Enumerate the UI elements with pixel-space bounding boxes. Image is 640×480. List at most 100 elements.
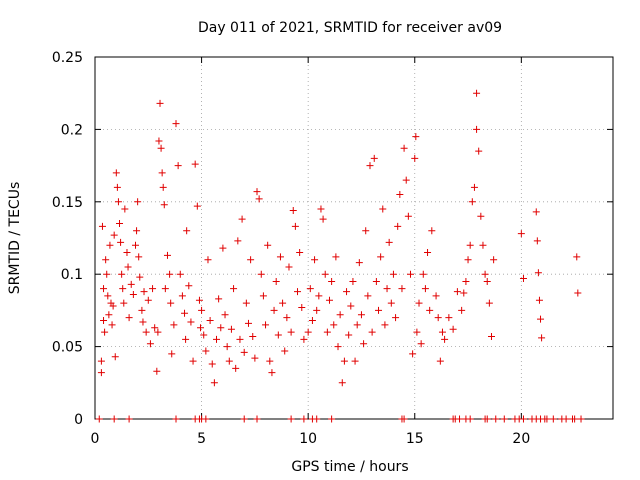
- data-point: [291, 222, 299, 230]
- data-point: [139, 318, 147, 326]
- data-point: [119, 285, 127, 293]
- data-point: [100, 285, 108, 293]
- data-point: [102, 256, 110, 264]
- data-point: [413, 328, 421, 336]
- data-point: [242, 299, 250, 307]
- data-points: [95, 89, 585, 423]
- data-point: [225, 357, 233, 365]
- data-point: [389, 270, 397, 278]
- data-point: [172, 120, 180, 128]
- data-point: [198, 306, 206, 314]
- data-point: [158, 169, 166, 177]
- data-point: [238, 215, 246, 223]
- data-point: [287, 415, 295, 423]
- y-tick-label: 0.05: [52, 340, 83, 356]
- data-point: [534, 269, 542, 277]
- data-point: [400, 144, 408, 152]
- data-point: [464, 256, 472, 264]
- data-point: [487, 332, 495, 340]
- data-point: [351, 357, 359, 365]
- data-point: [117, 238, 125, 246]
- data-point: [98, 222, 106, 230]
- data-point: [400, 415, 408, 423]
- y-axis-label: SRMTID / TECUs: [7, 182, 23, 295]
- data-point: [202, 415, 210, 423]
- data-point: [332, 253, 340, 261]
- data-point: [112, 169, 120, 177]
- data-point: [372, 277, 380, 285]
- data-point: [473, 89, 481, 97]
- data-point: [492, 415, 500, 423]
- y-tick-label: 0: [74, 412, 83, 428]
- data-point: [274, 331, 282, 339]
- data-point: [262, 321, 270, 329]
- data-point: [357, 311, 365, 319]
- data-point: [110, 231, 118, 239]
- data-point: [223, 343, 231, 351]
- data-point: [460, 289, 468, 297]
- data-point: [419, 270, 427, 278]
- data-point: [453, 288, 461, 296]
- data-point: [167, 299, 175, 307]
- x-axis-label: GPS time / hours: [291, 459, 408, 475]
- data-point: [279, 299, 287, 307]
- data-point: [185, 282, 193, 290]
- data-point: [412, 133, 420, 141]
- data-point: [253, 188, 261, 196]
- data-point: [168, 350, 176, 358]
- data-point: [475, 147, 483, 155]
- data-point: [132, 241, 140, 249]
- data-point: [234, 237, 242, 245]
- data-point: [138, 306, 146, 314]
- data-point: [481, 270, 489, 278]
- data-point: [402, 176, 410, 184]
- x-tick-label: 5: [197, 431, 206, 447]
- data-point: [97, 369, 105, 377]
- data-point: [113, 183, 121, 191]
- data-point: [317, 205, 325, 213]
- data-point: [370, 154, 378, 162]
- data-point: [259, 292, 267, 300]
- data-point: [125, 314, 133, 322]
- data-point: [187, 318, 195, 326]
- data-point: [140, 288, 148, 296]
- data-point: [340, 357, 348, 365]
- data-point: [424, 248, 432, 256]
- data-point: [398, 285, 406, 293]
- data-point: [577, 415, 585, 423]
- data-point: [315, 292, 323, 300]
- data-point: [394, 222, 402, 230]
- data-point: [240, 415, 248, 423]
- data-point: [103, 270, 111, 278]
- data-point: [136, 273, 144, 281]
- data-point: [500, 415, 508, 423]
- y-tick-label: 0.2: [61, 122, 83, 138]
- data-point: [417, 340, 425, 348]
- grid-lines: [95, 57, 613, 419]
- data-point: [287, 328, 295, 336]
- data-point: [124, 263, 132, 271]
- data-point: [106, 241, 114, 249]
- data-point: [406, 270, 414, 278]
- data-point: [108, 321, 116, 329]
- data-point: [538, 334, 546, 342]
- data-point: [537, 315, 545, 323]
- data-point: [360, 340, 368, 348]
- data-point: [468, 198, 476, 206]
- data-point: [319, 215, 327, 223]
- data-point: [227, 325, 235, 333]
- data-point: [477, 212, 485, 220]
- data-point: [445, 314, 453, 322]
- data-point: [533, 237, 541, 245]
- data-point: [266, 357, 274, 365]
- data-point: [253, 415, 261, 423]
- data-point: [232, 364, 240, 372]
- data-point: [338, 379, 346, 387]
- data-point: [118, 270, 126, 278]
- data-point: [281, 347, 289, 355]
- data-point: [160, 201, 168, 209]
- data-point: [264, 241, 272, 249]
- data-point: [178, 292, 186, 300]
- data-point: [325, 296, 333, 304]
